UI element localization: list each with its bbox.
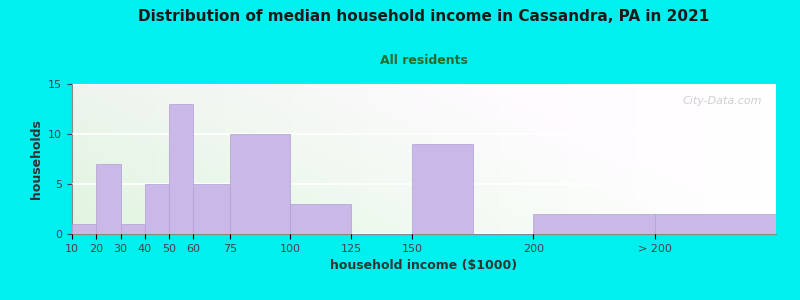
- Bar: [412, 144, 473, 234]
- Bar: [121, 224, 145, 234]
- Bar: [145, 184, 169, 234]
- Text: Distribution of median household income in Cassandra, PA in 2021: Distribution of median household income …: [138, 9, 710, 24]
- Text: All residents: All residents: [380, 54, 468, 67]
- Bar: [96, 164, 121, 234]
- Bar: [72, 224, 96, 234]
- Bar: [194, 184, 230, 234]
- Bar: [230, 134, 290, 234]
- Bar: [534, 214, 654, 234]
- Y-axis label: households: households: [30, 119, 42, 199]
- X-axis label: household income ($1000): household income ($1000): [330, 259, 518, 272]
- Bar: [654, 214, 776, 234]
- Text: City-Data.com: City-Data.com: [682, 96, 762, 106]
- Bar: [290, 204, 351, 234]
- Bar: [169, 104, 194, 234]
